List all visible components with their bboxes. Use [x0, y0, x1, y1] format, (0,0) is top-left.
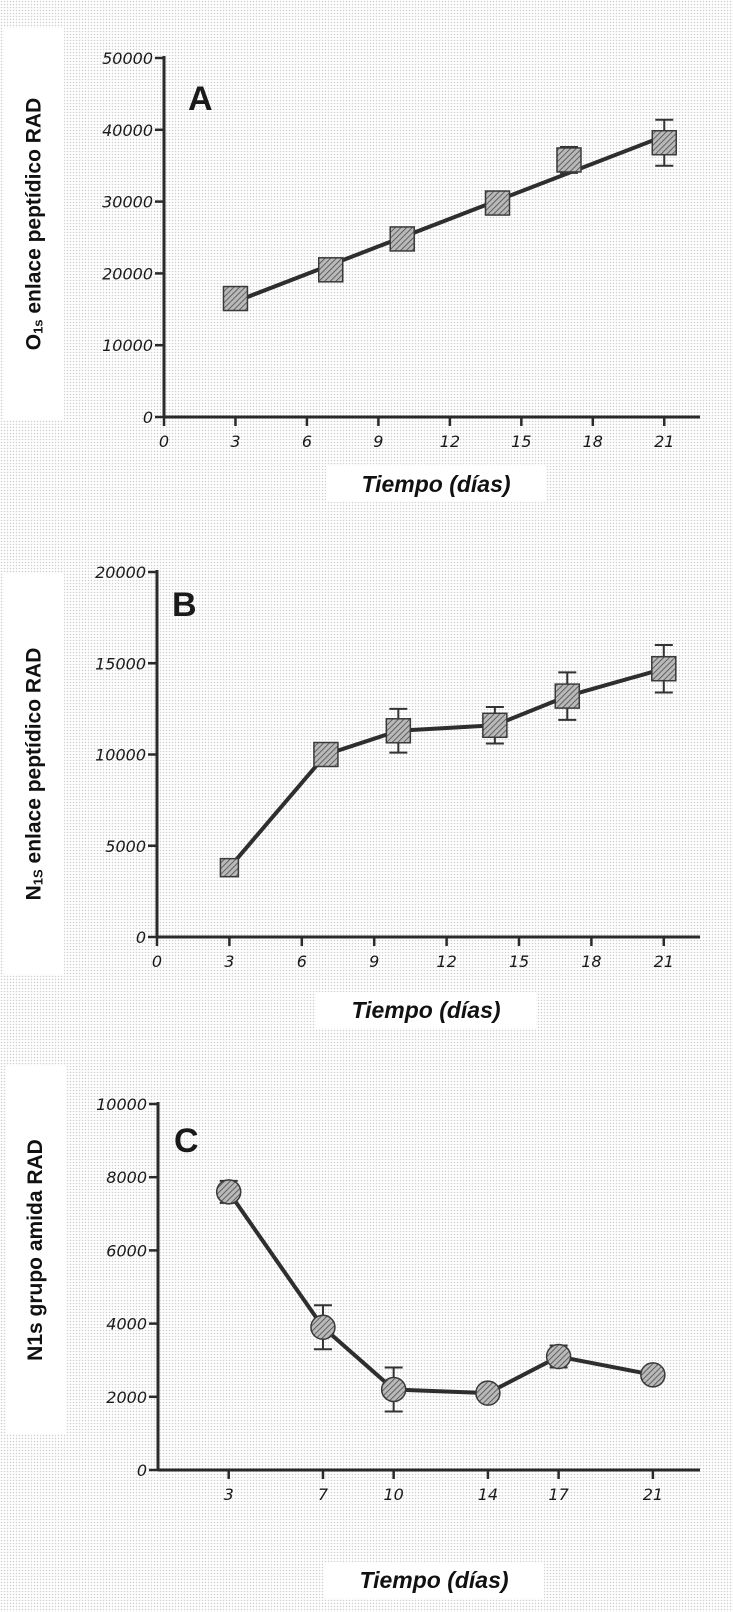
panel-letter: C	[174, 1122, 199, 1160]
x-tick-label: 3	[224, 952, 234, 971]
x-tick-label: 18	[583, 432, 603, 451]
y-tick-label: 50000	[102, 49, 153, 68]
chart-a-plot: 0 10000 20000 30000 40000 50000 0 3 6 9 12 15 18 21 A	[0, 0, 733, 520]
chart-panel-a: O1s enlace peptídico RAD 010000200003000…	[0, 0, 733, 520]
x-tick-label: 6	[297, 952, 307, 971]
y-tick-label: 6000	[106, 1241, 147, 1260]
y-tick-label: 30000	[102, 193, 153, 212]
data-point	[652, 657, 676, 681]
x-tick-label: 15	[511, 432, 531, 451]
panel-letter: A	[188, 80, 213, 118]
x-tick-label: 9	[369, 952, 379, 971]
y-tick-label: 0	[137, 1461, 147, 1480]
data-point	[547, 1345, 571, 1369]
x-axis-label: Tiempo (días)	[324, 1562, 544, 1598]
y-tick-label: 10000	[95, 746, 146, 765]
y-tick-label: 2000	[106, 1388, 147, 1407]
y-tick-label: 40000	[102, 121, 153, 140]
x-tick-label: 17	[548, 1485, 569, 1504]
data-point	[220, 859, 238, 877]
data-point	[555, 684, 579, 708]
y-tick-label: 10000	[102, 336, 153, 355]
y-tick-label: 0	[143, 408, 153, 427]
y-tick-label: 15000	[95, 654, 146, 673]
data-point	[476, 1381, 500, 1405]
x-tick-label: 12	[436, 952, 456, 971]
series-line	[229, 1192, 653, 1393]
y-tick-label: 4000	[106, 1315, 147, 1334]
chart-panel-b: N1S enlace peptídico RAD 050001000015000…	[0, 540, 733, 1040]
x-tick-label: 12	[440, 432, 460, 451]
x-tick-label: 10	[383, 1485, 403, 1504]
x-tick-label: 0	[152, 952, 162, 971]
data-point	[390, 227, 414, 251]
data-point	[319, 258, 343, 282]
x-tick-label: 21	[654, 952, 674, 971]
chart-c-plot: 0 2000 4000 6000 8000 10000 3 7 10 14 17 21 C	[0, 1060, 733, 1612]
x-tick-label: 21	[654, 432, 674, 451]
x-tick-label: 9	[373, 432, 383, 451]
x-tick-label: 0	[159, 432, 169, 451]
x-tick-label: 3	[224, 1485, 234, 1504]
data-point	[311, 1315, 335, 1339]
y-tick-label: 20000	[102, 264, 153, 283]
data-point	[314, 743, 338, 767]
fit-line	[235, 136, 664, 302]
data-point	[652, 131, 676, 155]
y-tick-label: 20000	[95, 563, 146, 582]
data-point	[641, 1363, 665, 1387]
x-tick-label: 18	[581, 952, 601, 971]
chart-panel-c: N1s grupo amida RAD 02000400060008000100…	[0, 1060, 733, 1612]
data-point	[483, 713, 507, 737]
x-tick-label: 6	[302, 432, 312, 451]
x-tick-label: 15	[509, 952, 529, 971]
data-point	[486, 191, 510, 215]
x-tick-label: 3	[230, 432, 240, 451]
data-point	[557, 148, 581, 172]
x-axis-label: Tiempo (días)	[316, 992, 536, 1028]
data-point	[382, 1377, 406, 1401]
y-tick-label: 10000	[96, 1095, 147, 1114]
x-tick-label: 7	[318, 1485, 329, 1504]
x-tick-label: 21	[643, 1485, 663, 1504]
chart-b-plot: 0 5000 10000 15000 20000 0 3 6 9 12 15 18 21 B	[0, 540, 733, 1040]
x-tick-label: 14	[478, 1485, 498, 1504]
data-point	[386, 719, 410, 743]
y-tick-label: 8000	[106, 1168, 147, 1187]
y-tick-label: 0	[136, 928, 146, 947]
y-tick-label: 5000	[105, 837, 146, 856]
panel-letter: B	[172, 586, 197, 624]
data-point	[223, 287, 247, 311]
series-line	[229, 669, 663, 868]
data-point	[217, 1180, 241, 1204]
x-axis-label: Tiempo (días)	[326, 466, 546, 502]
